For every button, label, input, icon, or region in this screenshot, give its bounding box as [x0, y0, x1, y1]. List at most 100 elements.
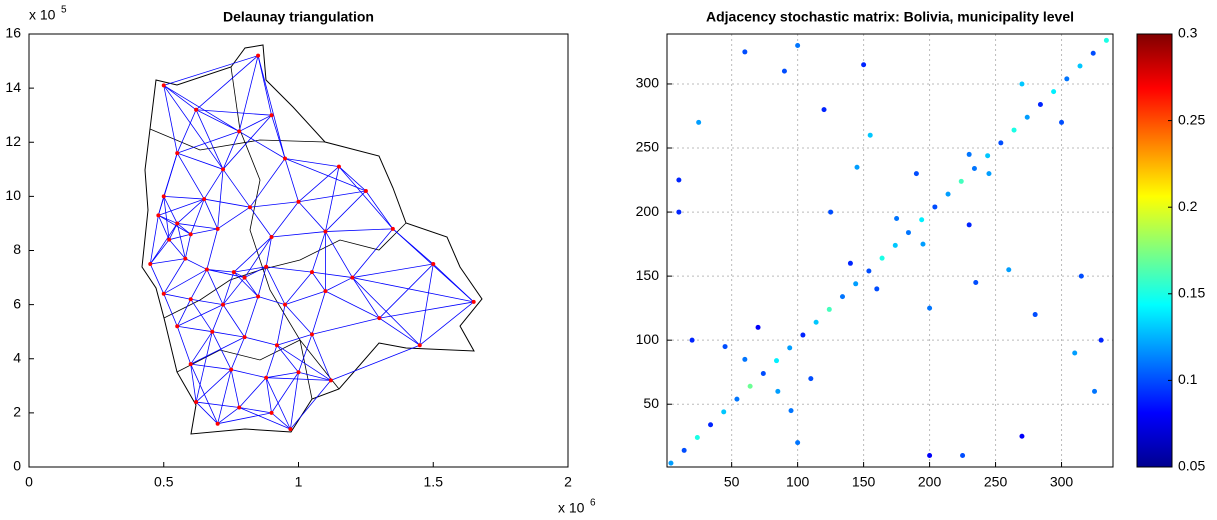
- triangulation-edge: [244, 236, 272, 278]
- triangulation-edge: [177, 325, 213, 333]
- node: [161, 194, 166, 199]
- matrix-entry: [958, 178, 964, 184]
- triangulation-edge: [238, 55, 259, 132]
- node: [247, 205, 252, 210]
- matrix-entry: [1064, 76, 1070, 82]
- triangulation-edge: [163, 269, 208, 295]
- matrix-entry: [795, 440, 801, 446]
- node: [256, 294, 261, 299]
- triangulation-edge: [222, 131, 240, 170]
- triangulation-edge: [298, 334, 313, 373]
- triangulation-edge: [176, 198, 205, 224]
- triangulation-edge: [249, 201, 299, 208]
- plot-frame: [666, 33, 1114, 468]
- matrix-entry: [913, 171, 919, 177]
- matrix-entry: [971, 166, 977, 172]
- node: [256, 53, 261, 58]
- node: [283, 156, 288, 161]
- x-tick-label: 100: [786, 474, 810, 490]
- triangulation-edge: [265, 377, 272, 413]
- triangulation-edge: [158, 214, 191, 235]
- matrix-entry: [821, 107, 827, 113]
- triangulation-edge: [184, 234, 192, 259]
- triangulation-edge: [190, 364, 197, 403]
- node: [296, 370, 301, 375]
- x-tick-label: 200: [918, 474, 942, 490]
- node: [210, 329, 215, 334]
- triangulation-edge: [284, 290, 326, 306]
- triangulation-edge: [257, 296, 286, 306]
- matrix-entry: [742, 356, 748, 362]
- y-exponent: 5: [61, 5, 67, 16]
- triangulation-edge: [266, 266, 313, 273]
- triangulation-edge: [163, 85, 240, 132]
- triangulation-edge: [190, 198, 205, 235]
- node: [323, 289, 328, 294]
- triangulation-edge: [379, 263, 434, 319]
- node: [188, 297, 193, 302]
- colorbar-tick-label: 0.3: [1178, 25, 1198, 41]
- matrix-entry: [1090, 50, 1096, 56]
- triangulation-edge: [149, 223, 178, 265]
- triangulation-edge: [325, 190, 367, 232]
- node: [175, 151, 180, 156]
- triangulation-edge: [352, 263, 434, 278]
- triangulation-edge: [233, 271, 259, 297]
- triangulation-edge: [206, 228, 219, 270]
- triangulation-edge: [311, 231, 326, 273]
- triangulation-edge: [176, 109, 197, 154]
- triangulation-edge: [379, 317, 420, 346]
- matrix-entry: [966, 151, 972, 157]
- triangulation-edge: [352, 277, 380, 319]
- triangulation-edge: [244, 266, 267, 278]
- node: [309, 270, 314, 275]
- triangulation-edge: [325, 228, 393, 232]
- triangulation-edge: [365, 190, 394, 230]
- matrix-entry: [813, 319, 819, 325]
- triangulation-edge: [311, 317, 380, 335]
- matrix-entry: [960, 452, 966, 458]
- triangulation-edge: [211, 304, 224, 332]
- triangulation-edge: [163, 85, 178, 154]
- plot-frame: [28, 33, 569, 468]
- chart-title: Delaunay triangulation: [223, 9, 374, 25]
- matrix-entry: [676, 209, 682, 215]
- y-tick-label: 300: [636, 75, 660, 91]
- triangulation-edge: [284, 158, 339, 168]
- node: [431, 262, 436, 267]
- triangulation-edge: [163, 55, 259, 86]
- x-tick-label: 2: [564, 474, 572, 490]
- node: [183, 256, 188, 261]
- matrix-entry: [927, 452, 933, 458]
- matrix-entry: [892, 242, 898, 248]
- triangulation-edge: [239, 131, 286, 159]
- matrix-entry: [722, 344, 728, 350]
- triangulation-edge: [185, 258, 208, 270]
- y-tick-label: 12: [5, 133, 21, 149]
- matrix-entry: [1011, 127, 1017, 133]
- node: [237, 405, 242, 410]
- matrix-entry: [1098, 337, 1104, 343]
- triangulation-edge: [212, 331, 245, 338]
- triangulation-edge: [338, 166, 367, 192]
- matrix-entry: [1103, 37, 1109, 43]
- triangulation-edge: [233, 236, 272, 273]
- triangulation-edge: [190, 331, 213, 365]
- triangulation-edge: [257, 266, 267, 297]
- triangulation-edge: [163, 293, 191, 300]
- internal-border: [149, 128, 326, 151]
- matrix-entry: [879, 255, 885, 261]
- matrix-entry: [1019, 81, 1025, 87]
- triangulation-edge: [195, 369, 232, 403]
- triangulation-edge: [265, 236, 272, 267]
- triangulation-edge: [266, 377, 331, 381]
- matrix-entry: [861, 62, 867, 68]
- node: [242, 335, 247, 340]
- y-tick-label: 4: [13, 349, 21, 365]
- node: [274, 343, 279, 348]
- node: [204, 267, 209, 272]
- node: [296, 199, 301, 204]
- matrix-entry: [774, 358, 780, 364]
- triangulation-edge: [298, 166, 340, 203]
